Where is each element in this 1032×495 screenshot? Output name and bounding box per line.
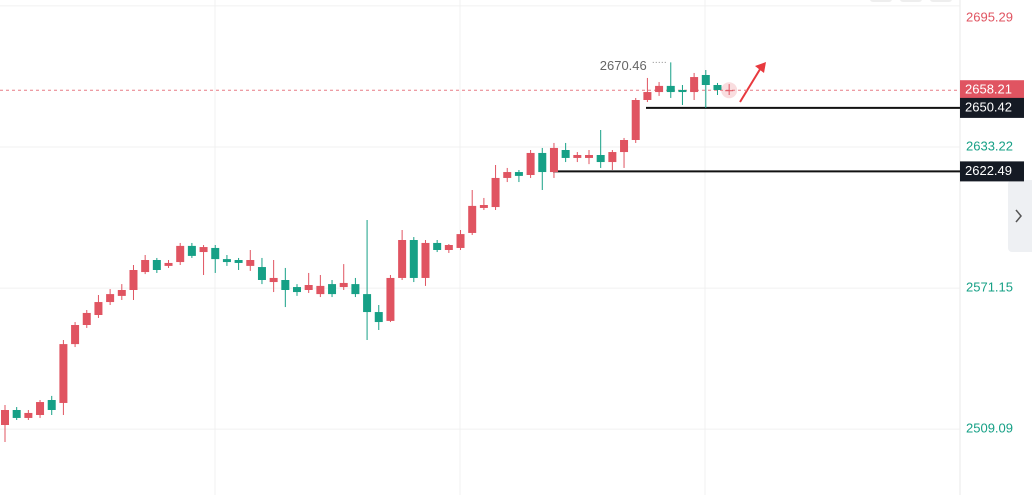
levels: [0, 89, 960, 173]
candles: [1, 61, 738, 443]
candle-body: [106, 294, 115, 303]
candle-body: [47, 400, 56, 410]
candle-body: [561, 150, 570, 158]
candle-body: [269, 277, 278, 283]
candle-body: [409, 240, 418, 278]
candle-body: [608, 152, 617, 163]
toolbar-button[interactable]: [870, 0, 892, 2]
candle-body: [596, 155, 605, 163]
candle-body: [129, 270, 138, 290]
candle-body: [199, 247, 208, 253]
candle-body: [82, 312, 91, 325]
candle-body: [421, 242, 430, 278]
candle-body: [573, 155, 582, 158]
candle-body: [36, 402, 45, 415]
candle-body: [176, 245, 185, 263]
candle-body: [363, 294, 372, 313]
candle-body: [164, 262, 173, 266]
y-tick-label: 2695.29: [966, 9, 1013, 24]
y-tick-label: 2509.09: [966, 421, 1013, 436]
side-tab-arrow: [1015, 209, 1022, 223]
y-tick-label: 2571.15: [966, 280, 1013, 295]
candle-body: [701, 75, 710, 85]
candle-body: [316, 285, 325, 295]
current-price-box: [960, 80, 1024, 101]
toolbar-button[interactable]: [900, 0, 922, 2]
candle-body: [211, 247, 220, 260]
candle-body: [538, 152, 547, 173]
candle-body: [386, 277, 395, 321]
candle-body: [304, 285, 313, 290]
candle-body: [585, 155, 593, 158]
candle-body: [339, 282, 348, 288]
grid: [0, 5, 960, 430]
candle-body: [503, 172, 512, 178]
candle-body: [374, 312, 383, 323]
candle-body: [444, 245, 453, 250]
candle-body: [643, 92, 652, 100]
candle-body: [690, 77, 699, 93]
candle-body: [549, 147, 558, 173]
candle-body: [398, 240, 407, 278]
candle-body: [117, 290, 126, 296]
candle-body: [351, 284, 360, 295]
y-tick-label: 2633.22: [966, 138, 1013, 153]
candle-body: [678, 90, 687, 93]
candle-body: [152, 260, 161, 270]
candle-body: [246, 260, 255, 266]
candle-body: [456, 234, 465, 248]
candle-body: [257, 267, 266, 280]
candle-body: [187, 245, 196, 256]
trend-arrow: [739, 65, 763, 103]
candle-body: [655, 85, 664, 93]
candle-body: [631, 100, 640, 140]
candle-body: [620, 140, 629, 153]
level-box: [960, 97, 1024, 118]
candle-body: [293, 287, 301, 293]
side-tab[interactable]: [1008, 180, 1032, 252]
candle-body: [12, 410, 21, 418]
candle-body: [141, 260, 150, 273]
live-pulse: [721, 82, 738, 99]
candle-body: [491, 177, 500, 208]
candle-body: [59, 344, 68, 403]
candle-body: [725, 90, 734, 92]
candle-body: [234, 260, 243, 263]
toolbar-button[interactable]: [930, 0, 952, 2]
candle-body: [433, 242, 442, 250]
candle-body: [479, 205, 488, 208]
candle-body: [526, 152, 535, 175]
candle-body: [222, 259, 231, 263]
candle-body: [71, 325, 80, 345]
level-box: [960, 161, 1024, 182]
level-label: 2650.42: [965, 99, 1012, 114]
high-annotation: 2670.46: [600, 58, 647, 73]
candle-body: [94, 302, 103, 315]
candle-body: [514, 172, 523, 176]
candle-body: [1, 410, 9, 425]
candle-body: [666, 85, 675, 93]
candle-body: [328, 284, 337, 295]
candle-body: [24, 412, 33, 418]
current-price-label: 2658.21: [965, 82, 1012, 97]
candle-body: [468, 205, 477, 233]
level-label: 2622.49: [965, 163, 1012, 178]
labels: 2509.09 2571.15 2633.22 2695.29 2658.21 2650.…: [600, 9, 1024, 436]
candle-body: [713, 85, 722, 90]
trend-arrow-head: [755, 62, 766, 73]
candle-body: [281, 280, 290, 290]
